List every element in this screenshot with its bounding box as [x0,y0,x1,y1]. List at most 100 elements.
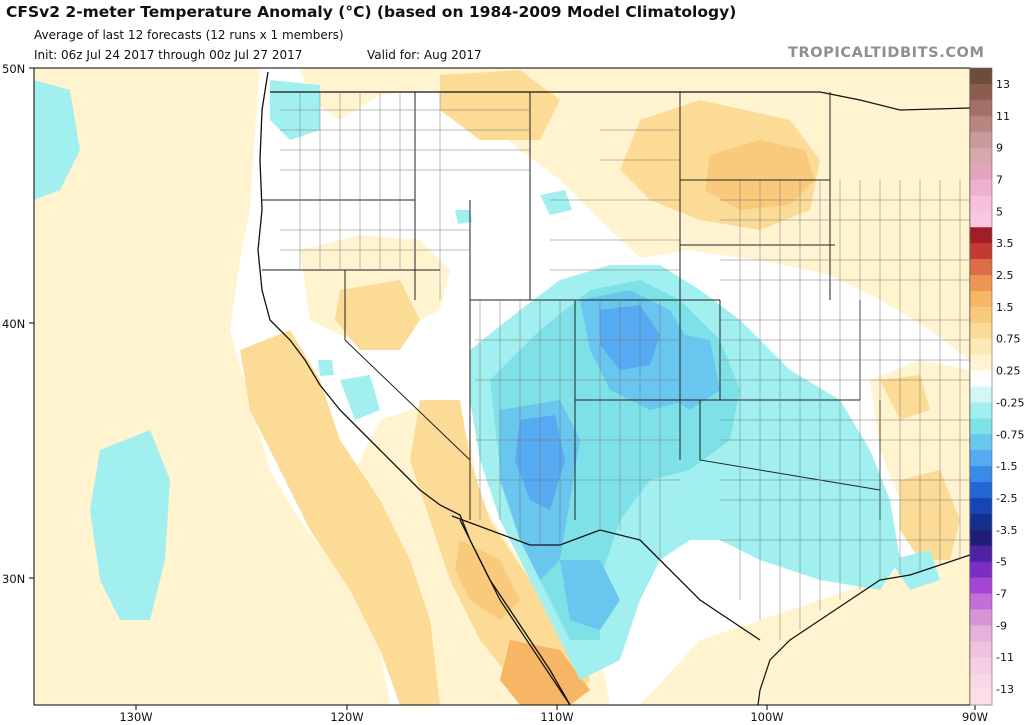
colorbar-swatch [970,115,992,133]
warm-anomaly-core-dakotas-center [705,140,815,210]
colorbar-swatch [970,529,992,547]
colorbar-label: 2.5 [996,269,1014,282]
colorbar-labels: 13 11 9 7 5 3.5 2.5 1.5 0.75 0.25 -0.25 -0.75 -1.5 -2… [996,78,1024,696]
colorbar-swatch [970,625,992,642]
colorbar-swatch [970,641,992,658]
colorbar-label: 1.5 [996,301,1014,314]
cool-anomaly-region-pacific [90,430,170,620]
colorbar-swatch [970,497,992,515]
colorbar-swatch [970,322,992,340]
colorbar-swatch [970,227,992,244]
colorbar-swatch [970,147,992,164]
colorbar-swatch [970,609,992,626]
coastline-gulf-of-mexico [757,554,970,705]
colorbar-swatch [970,163,992,180]
map-boundaries [257,71,970,705]
colorbar-swatch [970,402,992,419]
colorbar-swatch [970,434,992,451]
warm-anomaly-core-gulf [900,470,960,560]
colorbar-swatch [970,211,992,228]
brand-watermark: TROPICALTIDBITS.COM [788,45,985,61]
colorbar-swatch [970,561,992,578]
colorbar-label: -1.5 [996,460,1017,473]
colorbar-swatch [970,99,992,117]
colorbar-swatch [970,370,992,387]
warm-anomaly-region-southeast [640,360,970,705]
colorbar-swatch [970,306,992,324]
colorbar-swatch [970,243,992,260]
warm-anomaly-core-socal [240,330,440,705]
colorbar-swatch [970,290,992,308]
lat-label-40n: 40N [2,317,25,331]
colorbar-swatch [970,275,992,292]
colorbar-label: 11 [996,110,1010,123]
colorbar-swatch [970,657,992,674]
colorbar-swatch [970,179,992,196]
cool-anomaly-region-new-mexico [660,330,720,410]
lon-label-110w: 110W [540,710,573,724]
lon-label-100w: 100W [750,710,783,724]
colorbar-label: 13 [996,78,1010,91]
colorbar-swatch [970,354,992,371]
colorbar-label: -11 [996,651,1014,664]
valid-time-label: Valid for: Aug 2017 [367,48,482,62]
cool-anomaly-region-north-california [318,360,334,376]
latitude-axis: 50N 40N 30N [2,62,34,586]
colorbar-label: -9 [996,619,1007,632]
cool-anomaly-region-wyoming [540,190,572,215]
colorbar-label: -3.5 [996,524,1017,537]
colorbar-swatch [970,482,992,499]
border-canada [270,91,970,111]
colorbar-swatch [970,466,992,483]
colorbar-swatch [970,195,992,212]
colorbar-swatch [970,450,992,467]
warm-anomaly-core-iowa [880,375,930,420]
colorbar-swatch [970,513,992,531]
colorbar-swatch [970,545,992,563]
lat-label-50n: 50N [2,62,25,76]
cool-anomaly-region-colorado-core [600,305,660,370]
warm-anomaly-core-mexico [500,640,590,705]
longitude-axis: 130W 120W 110W 100W 90W [119,705,988,724]
lon-label-120w: 120W [330,710,363,724]
county-grid [280,92,970,640]
colorbar-swatch [970,338,992,356]
colorbar [969,67,993,706]
colorbar-label: 9 [996,142,1003,155]
colorbar-label: -0.75 [996,428,1024,441]
colorbar-swatch [970,68,992,85]
colorbar-swatch [970,131,992,149]
colorbar-label: 5 [996,205,1003,218]
map-subtitle: Average of last 12 forecasts (12 runs x … [34,28,344,42]
lon-label-90w: 90W [962,710,988,724]
lat-label-30n: 30N [2,572,25,586]
colorbar-label: 3.5 [996,237,1014,250]
lon-label-130w: 130W [119,710,152,724]
coastline-pacific [257,71,571,705]
colorbar-label: -13 [996,683,1014,696]
init-time-label: Init: 06z Jul 24 2017 through 00z Jul 27… [34,48,303,62]
colorbar-label: -5 [996,556,1007,569]
colorbar-label: -7 [996,588,1007,601]
colorbar-label: -2.5 [996,492,1017,505]
cool-anomaly-region-utah [455,210,472,224]
colorbar-label: -0.25 [996,396,1024,409]
colorbar-swatch [970,577,992,594]
colorbar-label: 7 [996,173,1003,186]
cool-anomaly-region-sierra-madre [560,560,620,630]
colorbar-swatch [970,418,992,435]
colorbar-swatch [970,83,992,101]
colorbar-label: 0.25 [996,365,1021,378]
cool-anomaly-region-nw-pacific [34,80,80,200]
colorbar-label: 0.75 [996,333,1021,346]
colorbar-swatch [970,259,992,276]
colorbar-swatch [970,593,992,610]
cool-anomaly-region-louisiana [890,550,940,590]
colorbar-swatch [970,689,992,706]
warm-anomaly-region-pacific [100,90,250,230]
coastline-gulf-of-california [459,519,571,705]
colorbar-swatch [970,673,992,690]
cool-anomaly-region-nevada [340,375,380,420]
warm-anomaly-core-baja [410,400,590,705]
